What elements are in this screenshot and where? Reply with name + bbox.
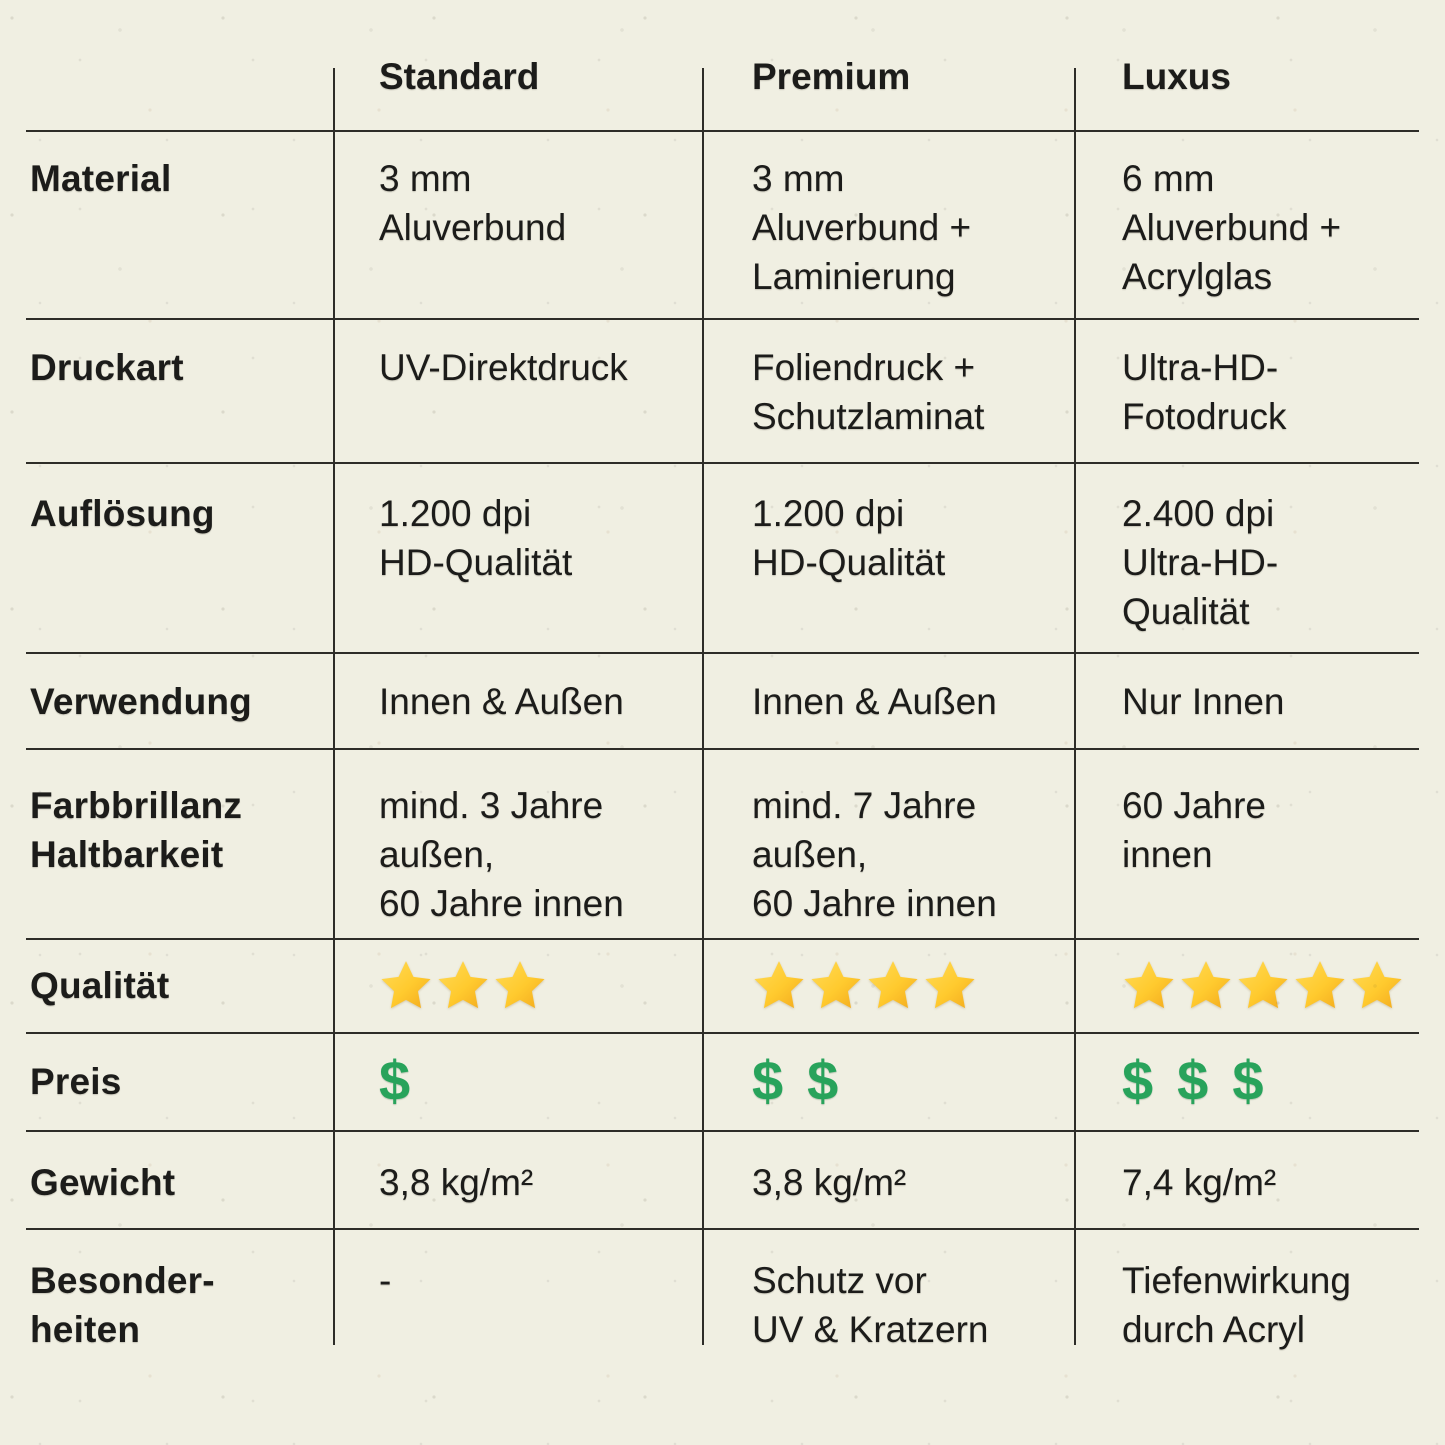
- row-divider: [26, 130, 1419, 132]
- table-row-qualitaet: Qualität: [0, 938, 1445, 1032]
- cell-gewicht-premium: 3,8 kg/m²: [752, 1162, 907, 1203]
- dollar-icon: $: [1122, 1049, 1154, 1112]
- table-row-farbbrillanz-haltbarkeit: Farbbrillanz Haltbarkeit mind. 3 Jahre au…: [0, 748, 1445, 938]
- cell-qualitaet-luxus: [1074, 938, 1445, 1032]
- column-divider: [1074, 68, 1076, 1345]
- star-icon: [1124, 961, 1174, 1009]
- dollar-icon: $: [807, 1049, 839, 1112]
- dollar-icon: $: [752, 1049, 784, 1112]
- cell-qualitaet-premium: [702, 938, 1074, 1032]
- cell-material-standard: 3 mm Aluverbund: [379, 158, 567, 248]
- column-divider: [702, 68, 704, 1345]
- star-icon: [495, 961, 545, 1009]
- row-label-aufloesung: Auflösung: [30, 493, 215, 534]
- row-divider: [26, 938, 1419, 940]
- table-row-material: Material 3 mm Aluverbund 3 mm Aluverbund +…: [0, 130, 1445, 318]
- cell-preis-luxus: $ $ $: [1074, 1032, 1445, 1130]
- cell-farbbrillanz-haltbarkeit-luxus: 60 Jahre innen: [1122, 785, 1266, 875]
- star-icon: [811, 961, 861, 1009]
- cell-gewicht-luxus: 7,4 kg/m²: [1122, 1162, 1277, 1203]
- cell-druckart-luxus: Ultra-HD- Fotodruck: [1122, 347, 1287, 437]
- cell-preis-premium: $ $: [702, 1032, 1074, 1130]
- table-header-row: Standard Premium Luxus: [0, 0, 1445, 130]
- cell-farbbrillanz-haltbarkeit-standard: mind. 3 Jahre außen, 60 Jahre innen: [379, 785, 624, 924]
- table-row-verwendung: Verwendung Innen & Außen Innen & Außen Nur …: [0, 652, 1445, 748]
- row-label-farbbrillanz-haltbarkeit: Farbbrillanz Haltbarkeit: [30, 785, 243, 875]
- star-icon: [868, 961, 918, 1009]
- star-icon: [1181, 961, 1231, 1009]
- star-icon: [1238, 961, 1288, 1009]
- column-header-standard: Standard: [379, 56, 540, 97]
- column-header-luxus: Luxus: [1122, 56, 1231, 97]
- column-divider: [333, 68, 335, 1345]
- cell-gewicht-standard: 3,8 kg/m²: [379, 1162, 534, 1203]
- star-icon: [754, 961, 804, 1009]
- cell-aufloesung-standard: 1.200 dpi HD-Qualität: [379, 493, 573, 583]
- row-divider: [26, 652, 1419, 654]
- cell-preis-standard: $: [333, 1032, 702, 1130]
- cell-besonderheiten-luxus: Tiefenwirkung durch Acryl: [1122, 1260, 1351, 1350]
- table-row-gewicht: Gewicht 3,8 kg/m² 3,8 kg/m² 7,4 kg/m²: [0, 1130, 1445, 1228]
- row-divider: [26, 748, 1419, 750]
- cell-verwendung-standard: Innen & Außen: [379, 681, 624, 722]
- cell-aufloesung-luxus: 2.400 dpi Ultra-HD- Qualität: [1122, 493, 1279, 632]
- cell-druckart-standard: UV-Direktdruck: [379, 347, 628, 388]
- table-row-aufloesung: Auflösung 1.200 dpi HD-Qualität 1.200 dpi …: [0, 462, 1445, 652]
- star-icon: [438, 961, 488, 1009]
- row-divider: [26, 462, 1419, 464]
- cell-farbbrillanz-haltbarkeit-premium: mind. 7 Jahre außen, 60 Jahre innen: [752, 785, 997, 924]
- dollar-icon: $: [1177, 1049, 1209, 1112]
- table-row-druckart: Druckart UV-Direktdruck Foliendruck + Schu…: [0, 318, 1445, 462]
- table-row-preis: Preis $ $ $ $ $ $: [0, 1032, 1445, 1130]
- row-label-besonderheiten: Besonder- heiten: [30, 1260, 215, 1350]
- row-divider: [26, 1130, 1419, 1132]
- cell-besonderheiten-standard: -: [379, 1260, 392, 1301]
- row-divider: [26, 1228, 1419, 1230]
- row-label-material: Material: [30, 158, 172, 199]
- row-label-gewicht: Gewicht: [30, 1162, 176, 1203]
- cell-druckart-premium: Foliendruck + Schutzlaminat: [752, 347, 985, 437]
- row-label-druckart: Druckart: [30, 347, 184, 388]
- row-label-preis: Preis: [30, 1060, 122, 1102]
- cell-material-premium: 3 mm Aluverbund + Laminierung: [752, 158, 972, 297]
- cell-verwendung-premium: Innen & Außen: [752, 681, 997, 722]
- star-icon: [1295, 961, 1345, 1009]
- star-icon: [1352, 961, 1402, 1009]
- cell-verwendung-luxus: Nur Innen: [1122, 681, 1285, 722]
- star-icon: [381, 961, 431, 1009]
- table-row-besonderheiten: Besonder- heiten - Schutz vor UV & Kratzer…: [0, 1228, 1445, 1445]
- dollar-icon: $: [379, 1049, 411, 1112]
- star-icon: [925, 961, 975, 1009]
- row-divider: [26, 1032, 1419, 1034]
- row-label-verwendung: Verwendung: [30, 681, 252, 722]
- dollar-icon: $: [1232, 1049, 1264, 1112]
- cell-besonderheiten-premium: Schutz vor UV & Kratzern: [752, 1260, 989, 1350]
- column-header-premium: Premium: [752, 56, 911, 97]
- row-label-qualitaet: Qualität: [30, 964, 170, 1006]
- header-spacer: [0, 0, 333, 130]
- cell-qualitaet-standard: [333, 938, 702, 1032]
- cell-material-luxus: 6 mm Aluverbund + Acrylglas: [1122, 158, 1342, 297]
- row-divider: [26, 318, 1419, 320]
- cell-aufloesung-premium: 1.200 dpi HD-Qualität: [752, 493, 946, 583]
